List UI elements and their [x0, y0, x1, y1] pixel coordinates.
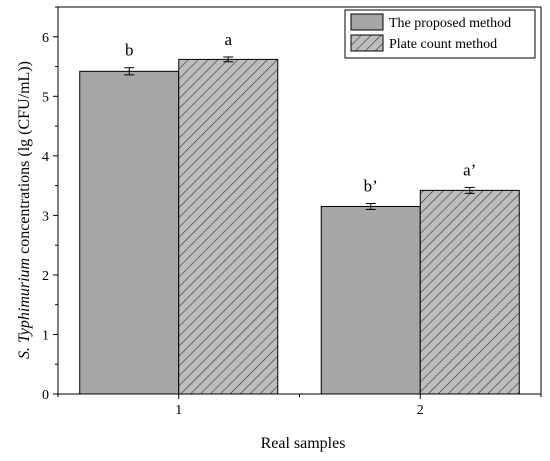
y-axis-title: S. Typhimurium concentrations (lg (CFU/m…: [16, 61, 33, 359]
significance-label: b’: [364, 176, 378, 195]
y-tick-label: 5: [42, 90, 49, 105]
y-tick-label: 4: [42, 150, 49, 165]
x-axis-title: Real samples: [261, 435, 346, 452]
y-tick-label: 2: [42, 269, 49, 284]
y-axis-title-rest: concentrations (lg (CFU/mL)): [16, 61, 33, 258]
bar: [320, 205, 421, 395]
x-tick-label: 2: [417, 403, 424, 418]
y-tick-label: 3: [42, 209, 49, 224]
bars: b b’ a a’: [79, 30, 520, 395]
bar: [178, 58, 279, 395]
legend: The proposed method Plate count method: [344, 9, 536, 59]
significance-label: a: [224, 30, 232, 49]
bar: [419, 189, 520, 395]
x-tick-label: 1: [175, 403, 182, 418]
legend-label: The proposed method: [389, 16, 511, 31]
y-tick-label: 1: [42, 328, 49, 343]
y-axis: 0 1 2 3 4 5 6: [42, 6, 58, 403]
bar: [79, 70, 180, 395]
legend-swatch: [350, 34, 384, 52]
significance-label: a’: [463, 160, 476, 179]
legend-swatch: [350, 13, 384, 31]
legend-label: Plate count method: [389, 37, 497, 52]
y-tick-label: 6: [42, 31, 49, 46]
y-axis-title-italic: S. Typhimurium: [16, 258, 33, 359]
y-tick-label: 0: [42, 388, 49, 403]
significance-label: b: [125, 41, 134, 60]
